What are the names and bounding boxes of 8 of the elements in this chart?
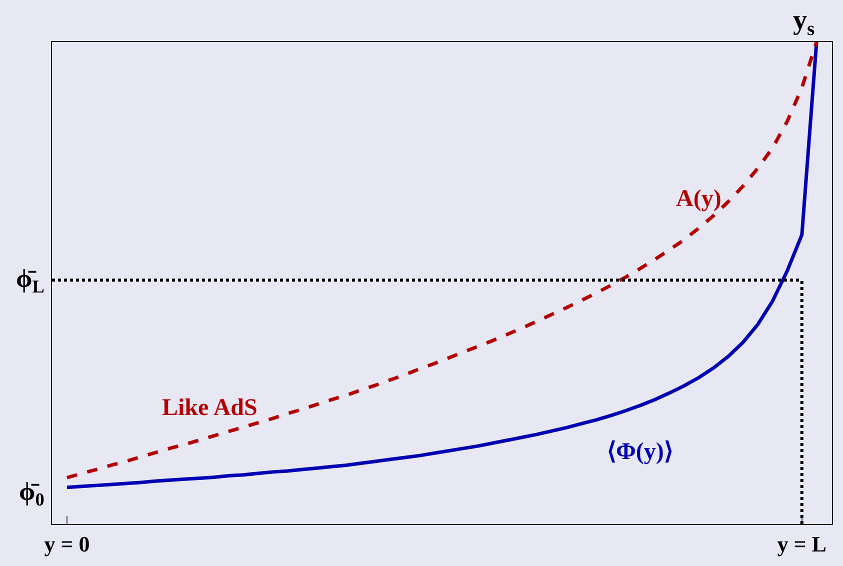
x-tick-label: y = L xyxy=(777,531,826,556)
series-label: ⟨Φ(y)⟩ xyxy=(607,439,673,465)
annotation: Like AdS xyxy=(162,395,258,421)
x-tick-label: y = 0 xyxy=(44,531,90,556)
ref-line-label: ϕ̄$_{L}$ xyxy=(16,264,44,296)
series-label: A(y) xyxy=(676,186,722,212)
text: y$_{s}$ xyxy=(793,5,815,40)
text: ϕ̄$_{0}$ xyxy=(19,477,44,510)
